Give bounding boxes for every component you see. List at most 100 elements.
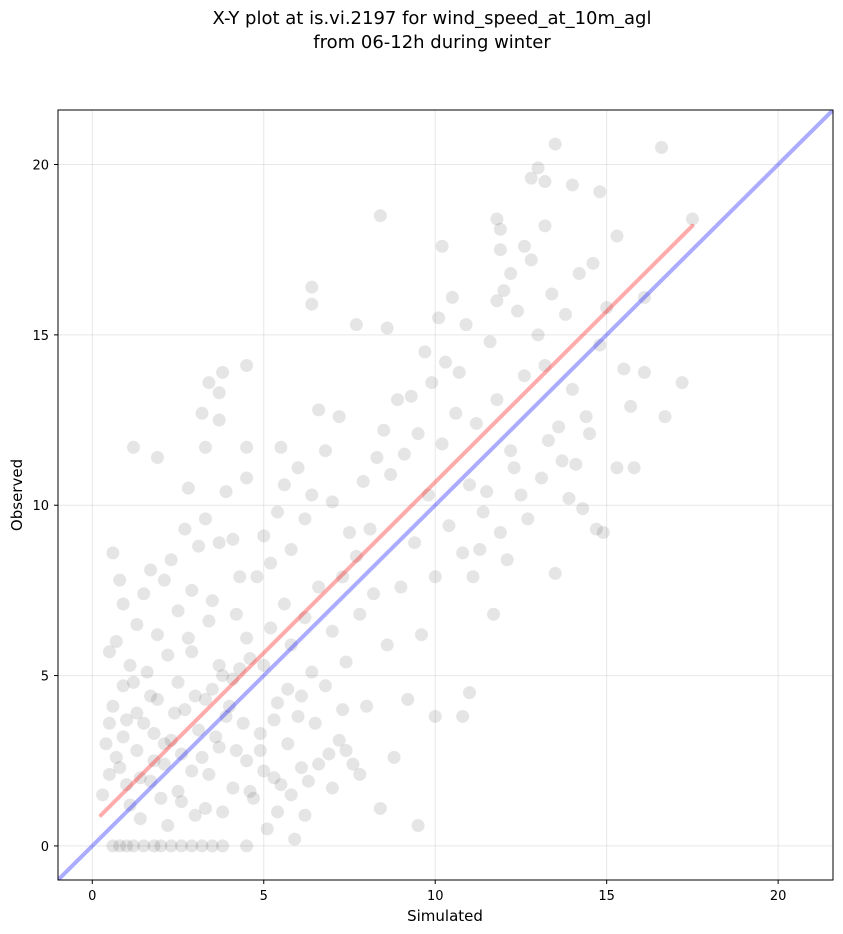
y-tick-label-3: 15 [32,329,49,344]
data-point-117 [284,543,298,557]
data-point-20 [137,716,151,730]
data-point-253 [308,716,322,730]
data-point-207 [531,328,545,342]
data-point-150 [401,692,415,706]
data-point-193 [493,222,507,236]
data-point-135 [387,750,401,764]
data-point-58 [102,645,116,659]
data-point-126 [274,440,288,454]
data-point-251 [281,737,295,751]
data-point-174 [463,478,477,492]
data-point-175 [469,416,483,430]
data-point-92 [246,791,260,805]
data-point-111 [325,624,339,638]
data-point-30 [205,682,219,696]
data-point-109 [312,580,326,594]
data-point-259 [161,818,175,832]
data-point-235 [658,410,672,424]
data-point-53 [216,669,230,683]
data-point-18 [123,798,137,812]
data-point-81 [150,451,164,465]
data-point-214 [579,410,593,424]
chart-title-line-2: from 06-12h during winter [313,32,551,53]
axes-frame [57,109,834,881]
y-axis-label: Observed [8,459,26,531]
data-point-29 [198,801,212,815]
data-point-45 [161,648,175,662]
data-point-236 [675,376,689,390]
data-point-241 [144,689,158,703]
data-point-62 [130,617,144,631]
data-point-61 [123,658,137,672]
x-tick-label-2: 10 [427,889,444,904]
data-point-146 [349,318,363,332]
data-point-239 [116,679,130,693]
data-point-51 [202,614,216,628]
data-point-114 [264,556,278,570]
data-point-52 [209,730,223,744]
data-point-124 [305,280,319,294]
data-point-47 [174,747,188,761]
data-point-209 [545,287,559,301]
data-point-102 [264,621,278,635]
data-point-152 [414,628,428,642]
data-point-183 [524,253,538,267]
data-point-197 [504,267,518,281]
data-point-264 [229,744,243,758]
data-point-147 [373,209,387,223]
data-point-23 [157,757,171,771]
data-point-190 [507,461,521,475]
data-point-258 [147,754,161,768]
data-point-171 [456,709,470,723]
data-point-75 [219,485,233,499]
data-point-133 [373,801,387,815]
data-point-107 [298,611,312,625]
data-point-64 [144,563,158,577]
data-point-8 [174,839,188,853]
data-point-177 [483,335,497,349]
data-point-181 [511,304,525,318]
data-point-137 [342,525,356,539]
data-point-199 [524,171,538,185]
data-point-261 [188,808,202,822]
data-point-28 [192,723,206,737]
data-point-250 [267,771,281,785]
data-point-165 [439,355,452,369]
data-point-129 [346,757,360,771]
data-point-198 [517,239,531,253]
data-point-105 [284,638,298,652]
data-point-50 [195,750,209,764]
data-point-115 [270,505,284,519]
data-point-148 [380,321,394,335]
data-point-65 [150,628,164,642]
data-point-248 [240,631,254,645]
data-point-144 [390,393,404,407]
data-point-97 [281,682,295,696]
data-point-265 [243,784,257,798]
data-point-180 [504,444,518,458]
data-point-78 [106,546,120,560]
data-point-136 [336,570,350,584]
data-point-79 [113,573,127,587]
plot-area [57,109,834,881]
data-point-263 [216,805,230,819]
data-point-170 [428,709,442,723]
data-point-172 [463,686,477,700]
data-point-73 [205,594,219,608]
data-point-31 [212,740,226,754]
data-point-219 [548,566,562,580]
data-point-35 [240,754,254,768]
x-tick-label-3: 15 [598,889,615,904]
data-point-4 [137,839,151,853]
data-point-220 [555,454,569,468]
data-point-238 [102,716,116,730]
data-point-119 [298,512,312,526]
data-point-210 [552,420,566,434]
data-point-271 [325,781,339,795]
data-point-67 [164,553,178,567]
data-point-2 [120,839,134,853]
data-point-212 [565,382,579,396]
data-point-134 [380,638,394,652]
data-point-123 [325,495,339,509]
data-point-257 [133,812,147,826]
